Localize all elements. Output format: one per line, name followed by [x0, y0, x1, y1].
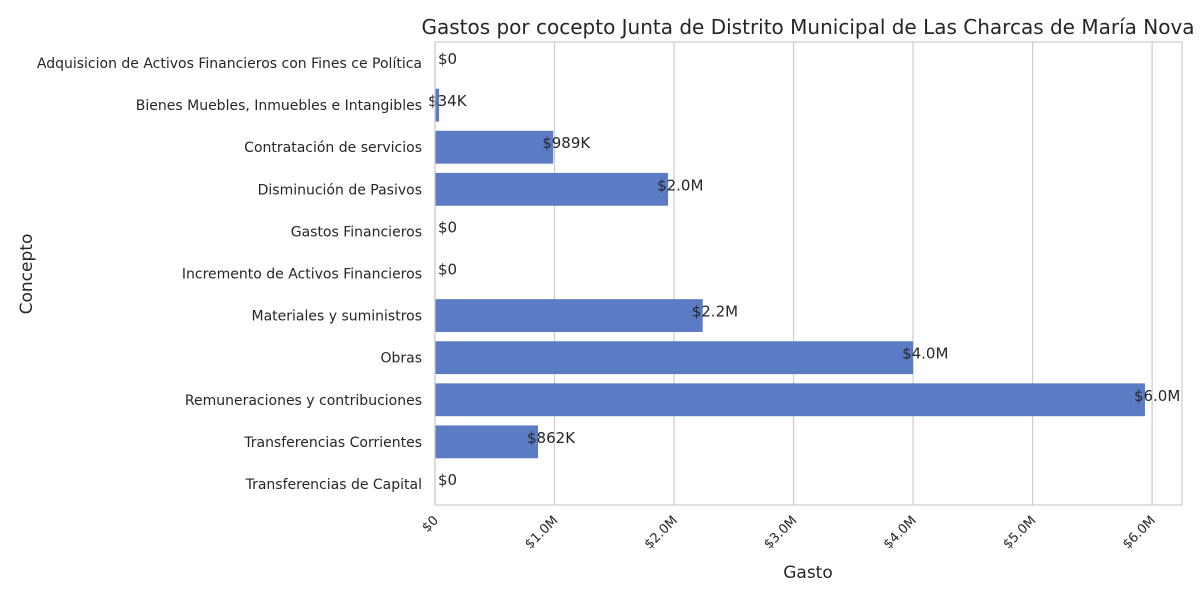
- data-label: $0: [438, 471, 457, 489]
- data-label: $2.2M: [692, 303, 738, 321]
- bar: [435, 173, 668, 206]
- y-tick-label: Remuneraciones y contribuciones: [185, 393, 422, 409]
- bar: [435, 383, 1145, 416]
- data-label: $0: [438, 218, 457, 236]
- x-tick-label: $2.0M: [642, 513, 681, 552]
- y-tick-label: Bienes Muebles, Inmuebles e Intangibles: [136, 98, 422, 114]
- x-tick-label: $4.0M: [881, 513, 920, 552]
- bar: [435, 425, 538, 458]
- y-axis-label: Concepto: [17, 234, 37, 315]
- data-label: $2.0M: [657, 176, 703, 194]
- x-tick-label: $1.0M: [522, 513, 561, 552]
- data-label: $0: [438, 261, 457, 279]
- y-tick-label: Materiales y suministros: [251, 309, 422, 325]
- y-tick-label: Transferencias de Capital: [245, 477, 422, 493]
- y-tick-label: Obras: [380, 351, 422, 367]
- y-tick-label: Incremento de Activos Financieros: [182, 267, 422, 283]
- y-tick-label: Gastos Financieros: [291, 224, 422, 240]
- data-label: $6.0M: [1134, 387, 1180, 405]
- x-axis-label: Gasto: [783, 563, 833, 583]
- y-tick-label: Adquisicion de Activos Financieros con F…: [37, 56, 422, 72]
- bar: [435, 299, 703, 332]
- x-tick-label: $0: [420, 513, 442, 535]
- data-label: $4.0M: [902, 345, 948, 363]
- bar: [435, 341, 913, 374]
- y-tick-label: Disminución de Pasivos: [258, 182, 422, 198]
- y-tick-label: Contratación de servicios: [244, 140, 422, 156]
- x-tick-label: $3.0M: [761, 513, 800, 552]
- chart-title: Gastos por cocepto Junta de Distrito Mun…: [421, 15, 1194, 39]
- bar: [435, 131, 553, 164]
- data-label: $862K: [527, 429, 576, 447]
- data-label: $0: [438, 50, 457, 68]
- y-tick-label: Transferencias Corrientes: [243, 435, 422, 451]
- data-label: $34K: [428, 92, 468, 110]
- data-label: $989K: [542, 134, 591, 152]
- x-tick-label: $5.0M: [1000, 513, 1039, 552]
- x-tick-label: $6.0M: [1120, 513, 1159, 552]
